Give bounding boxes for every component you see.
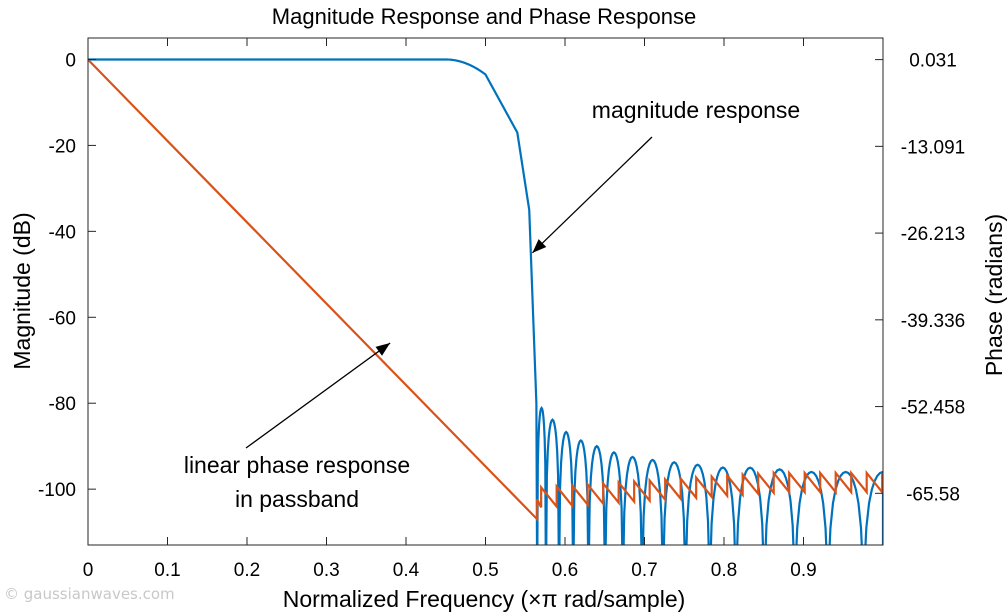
arrow-magnitude-head (532, 239, 547, 253)
y-right-tick-label: -13.091 (901, 137, 965, 158)
arrow-phase-head (375, 343, 391, 356)
curves (88, 58, 883, 545)
y-left-tick-label: -40 (49, 222, 76, 243)
arrow-magnitude (531, 136, 653, 254)
x-tick-label: 0.6 (552, 560, 578, 581)
x-tick-label: 0.1 (154, 560, 180, 581)
y-right-tick-label: -39.336 (901, 311, 965, 332)
chart-title: Magnitude Response and Phase Response (272, 4, 696, 29)
y-right-tick-label: -52.458 (901, 398, 965, 419)
y-right-tick-label: 0.031 (909, 51, 957, 72)
watermark: © gaussianwaves.com (4, 585, 175, 603)
y-left-tick-label: -20 (49, 136, 76, 157)
x-tick-label: 0.5 (472, 560, 498, 581)
x-tick-label: 0.3 (313, 560, 339, 581)
x-tick-label: 0.7 (631, 560, 657, 581)
arrow-phase (245, 342, 391, 449)
y-right-tick-label: -26.213 (901, 224, 965, 245)
x-tick-label: 0 (83, 560, 94, 581)
y-axis-label-right: Phase (radians) (981, 214, 1007, 376)
x-tick-label: 0.4 (393, 560, 420, 581)
annotation-phase-line1: linear phase response (184, 452, 410, 478)
y-left-tick-label: 0 (65, 50, 76, 71)
x-tick-label: 0.8 (711, 560, 737, 581)
x-tick-label: 0.2 (234, 560, 260, 581)
x-tick-label: 0.9 (790, 560, 816, 581)
arrow-phase-shaft (245, 342, 391, 449)
y-left-tick-label: -80 (49, 394, 76, 415)
ticks: 0 0.1 0.2 0.3 0.4 0.5 0.6 0.7 0.8 0.9 0 -20 -40 -60 -8… (38, 38, 965, 581)
y-left-tick-label: -100 (38, 480, 76, 501)
annotation-phase-line2: in passband (235, 486, 359, 512)
magnitude-line (88, 58, 883, 545)
arrow-magnitude-shaft (531, 136, 653, 254)
x-axis-label: Normalized Frequency (×π rad/sample) (283, 586, 686, 612)
annotation-arrows (245, 136, 653, 449)
plot-area (88, 38, 883, 545)
phase-line (88, 58, 883, 522)
y-left-tick-label: -60 (49, 308, 76, 329)
annotation-magnitude: magnitude response (592, 97, 800, 123)
y-right-tick-label: -65.58 (906, 484, 960, 505)
y-axis-label-left: Magnitude (dB) (9, 212, 35, 369)
